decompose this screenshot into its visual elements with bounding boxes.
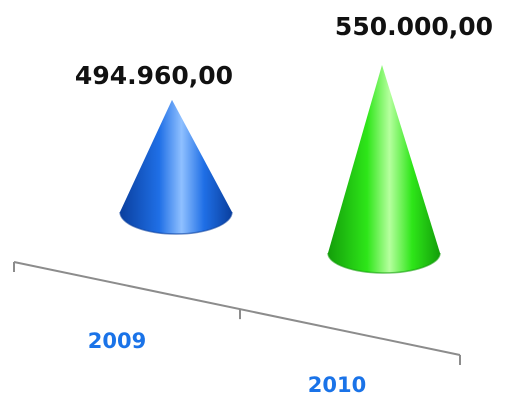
data-label-2010: 550.000,00	[335, 12, 493, 41]
x-tick-label-2009: 2009	[88, 329, 146, 353]
data-labels: 494.960,00 550.000,00	[75, 12, 493, 90]
x-tick-label-2010: 2010	[308, 373, 366, 397]
cone-body-2009	[120, 99, 232, 235]
cone-series	[119, 65, 441, 274]
cone-base-edge-2010	[327, 252, 441, 274]
cone-2010	[327, 65, 441, 274]
x-axis-line	[13, 261, 461, 356]
cone-body-2010	[328, 65, 440, 273]
cone-2009	[119, 99, 233, 235]
data-label-2009: 494.960,00	[75, 61, 233, 90]
x-axis	[13, 261, 461, 365]
x-axis-tick-labels: 2009 2010	[88, 329, 366, 397]
cone-base-edge-2009	[119, 211, 233, 235]
